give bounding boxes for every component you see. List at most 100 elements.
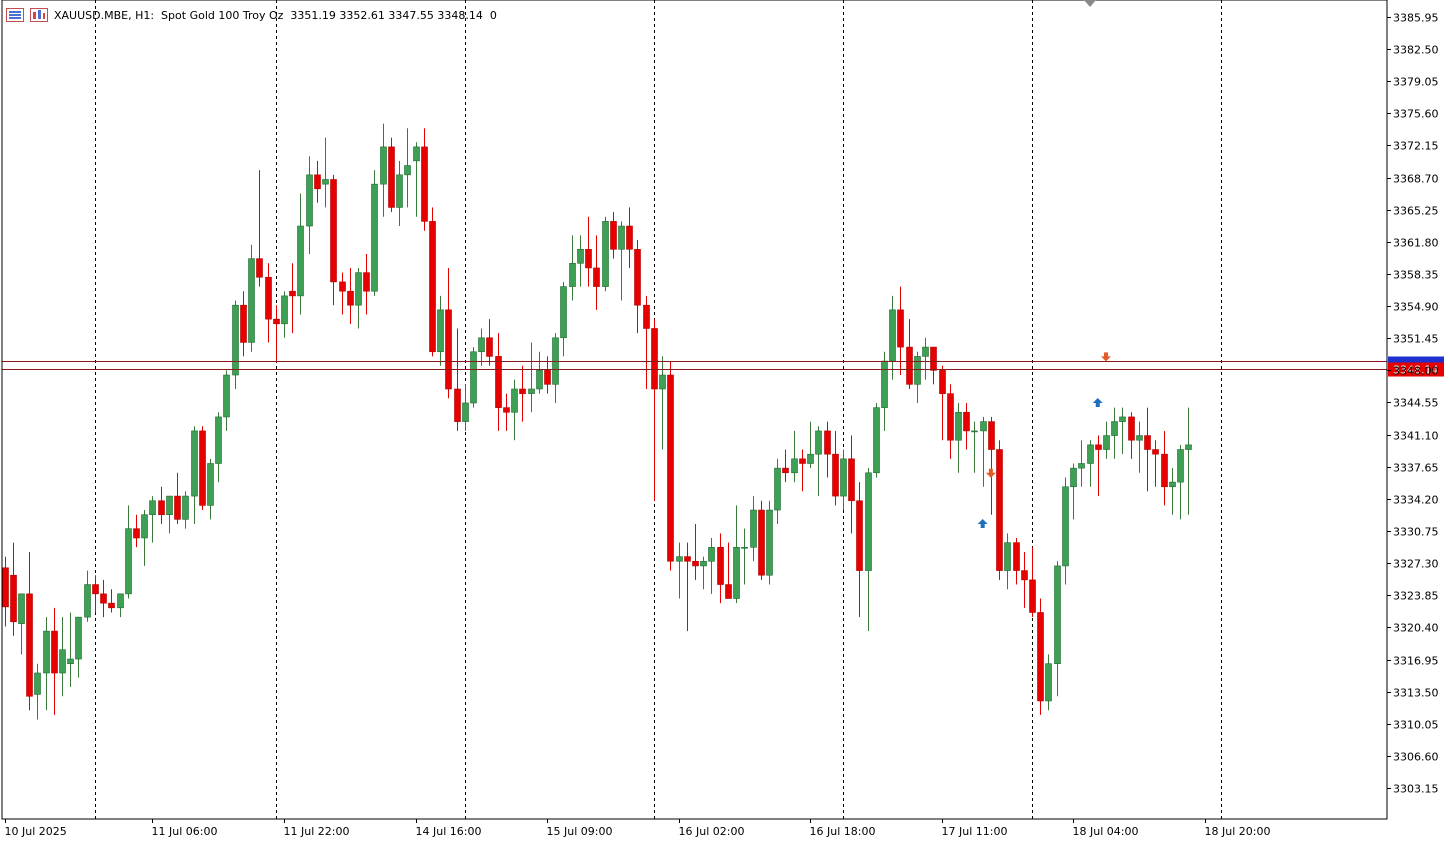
candle xyxy=(158,486,165,525)
candle xyxy=(643,295,650,389)
candle xyxy=(799,449,806,492)
candle xyxy=(92,575,99,613)
symbol-title: XAUUSD.MBE, H1: Spot Gold 100 Troy Oz 33… xyxy=(54,8,497,22)
y-tick-label: 3348.00 xyxy=(1393,365,1439,378)
y-tick-label: 3310.05 xyxy=(1393,719,1439,732)
candle xyxy=(856,482,863,618)
chart-window-icon[interactable] xyxy=(30,8,48,22)
candle xyxy=(281,291,288,338)
candle xyxy=(330,174,337,306)
candle-body xyxy=(1177,449,1184,483)
candle-body xyxy=(207,463,214,506)
candle-body xyxy=(240,304,247,343)
candle-body xyxy=(889,309,896,362)
candle-body xyxy=(495,356,502,408)
candle-body xyxy=(1045,663,1052,702)
candle xyxy=(388,137,395,213)
candle xyxy=(988,416,995,515)
candle-body xyxy=(1185,444,1192,450)
candle xyxy=(108,589,115,613)
candle-body xyxy=(388,146,395,208)
candle-body xyxy=(988,421,995,450)
candle xyxy=(717,533,724,604)
candle-body xyxy=(2,567,9,608)
candle-body xyxy=(634,249,641,306)
candle-body xyxy=(511,388,518,413)
candle xyxy=(766,500,773,585)
candle xyxy=(1161,430,1168,506)
candle-body xyxy=(708,546,715,562)
candle xyxy=(750,496,757,562)
candle xyxy=(996,440,1003,580)
candle xyxy=(166,495,173,534)
candle xyxy=(1029,547,1036,618)
candle xyxy=(240,291,247,357)
candle-body xyxy=(437,309,444,353)
candle xyxy=(265,263,272,343)
x-tick-label: 11 Jul 06:00 xyxy=(152,825,218,838)
candle xyxy=(528,342,535,413)
candle xyxy=(355,267,362,329)
candle-body xyxy=(51,630,58,674)
scroll-marker-icon[interactable] xyxy=(1084,0,1096,7)
y-tick-label: 3337.65 xyxy=(1393,462,1439,475)
x-tick-label: 16 Jul 18:00 xyxy=(810,825,876,838)
candle xyxy=(256,170,263,287)
candle-body xyxy=(445,309,452,390)
y-tick-label: 3368.70 xyxy=(1393,173,1439,186)
candle-body xyxy=(182,495,189,520)
candle xyxy=(1136,421,1143,473)
candle xyxy=(1045,654,1052,711)
candle xyxy=(618,221,625,301)
candle xyxy=(651,319,658,501)
candle-body xyxy=(684,556,691,562)
candle-body xyxy=(59,649,66,674)
candle xyxy=(404,128,411,208)
candle-body xyxy=(906,346,913,385)
candle-body xyxy=(577,249,584,264)
candle xyxy=(462,384,469,431)
candle xyxy=(1062,477,1069,585)
candle xyxy=(174,472,181,525)
chart-list-icon[interactable] xyxy=(6,8,24,22)
candle xyxy=(306,156,313,254)
candle xyxy=(791,430,798,483)
candle xyxy=(26,551,33,711)
y-tick-label: 3327.30 xyxy=(1393,558,1439,571)
candle xyxy=(930,346,937,385)
y-tick-label: 3344.55 xyxy=(1393,397,1439,410)
candle-body xyxy=(429,221,436,353)
candle xyxy=(10,542,17,636)
candle-body xyxy=(807,453,814,464)
candle-body xyxy=(741,546,748,549)
y-tick-label: 3334.20 xyxy=(1393,494,1439,507)
candle-body xyxy=(67,658,74,664)
candle-body xyxy=(766,509,773,576)
candle xyxy=(1095,435,1102,497)
candle-body xyxy=(856,500,863,571)
candle xyxy=(339,272,346,315)
candle-body xyxy=(199,430,206,506)
candle-body xyxy=(618,225,625,250)
candle-body xyxy=(593,267,600,287)
candle-body xyxy=(667,374,674,562)
candle-body xyxy=(536,370,543,390)
candle xyxy=(667,361,674,571)
candle-body xyxy=(610,221,617,250)
candle xyxy=(774,458,781,525)
candle-body xyxy=(355,272,362,306)
candle xyxy=(733,505,740,604)
candle-body xyxy=(963,411,970,432)
candle xyxy=(971,421,978,473)
candle-body xyxy=(799,458,806,464)
candle-body xyxy=(585,249,592,269)
candle xyxy=(1152,440,1159,487)
candle-body xyxy=(1119,416,1126,422)
candle-body xyxy=(215,416,222,464)
y-tick-label: 3306.60 xyxy=(1393,751,1439,764)
candle xyxy=(1054,561,1061,697)
y-tick-label: 3365.25 xyxy=(1393,205,1439,218)
candle-body xyxy=(725,584,732,599)
